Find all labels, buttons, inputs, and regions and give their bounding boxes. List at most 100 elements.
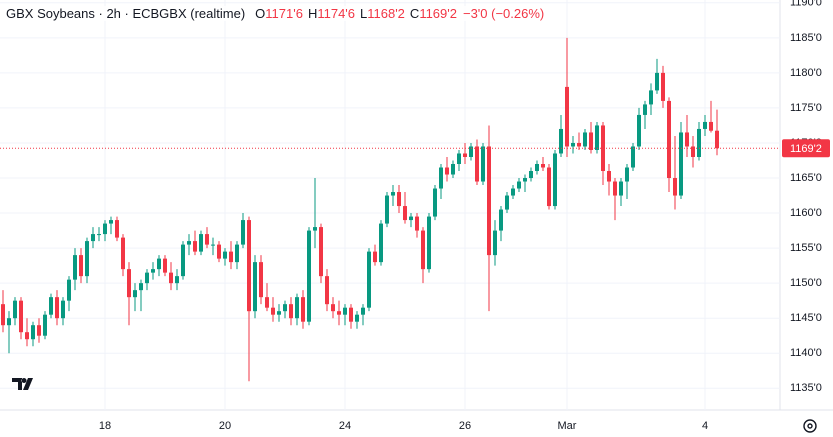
candle-body — [319, 227, 323, 277]
candle-body — [427, 216, 431, 270]
candle-body — [505, 195, 509, 210]
candle-body — [529, 171, 533, 179]
last-price-label: 1169'2 — [790, 143, 822, 155]
candle-body — [277, 311, 281, 315]
candle-body — [229, 251, 233, 263]
y-tick-label: 1185'0 — [790, 32, 822, 44]
candle-body — [175, 276, 179, 284]
candle-body — [475, 146, 479, 182]
y-tick-label: 1150'0 — [790, 277, 822, 289]
settings-icon[interactable] — [801, 417, 819, 435]
candle-body — [709, 121, 713, 131]
candle-body — [655, 72, 659, 91]
candle-body — [235, 244, 239, 263]
candle-body — [577, 142, 581, 147]
candle-body — [511, 188, 515, 196]
candle-body — [433, 188, 437, 217]
candle-body — [97, 234, 101, 236]
ohlc-item: O1171'6 — [255, 6, 303, 21]
y-tick-label: 1135'0 — [790, 382, 822, 394]
candle-body — [7, 318, 11, 326]
candle-body — [625, 167, 629, 182]
candle-body — [481, 146, 485, 182]
candle-body — [661, 72, 665, 101]
candle-body — [703, 121, 707, 129]
candle-body — [553, 153, 557, 207]
candle-body — [259, 262, 263, 298]
change: −3'0 (−0.26%) — [462, 6, 545, 21]
candle-body — [667, 100, 671, 179]
y-tick-label: 1155'0 — [790, 242, 822, 254]
candle-body — [127, 269, 131, 298]
candle-body — [355, 314, 359, 322]
candle-body — [373, 251, 377, 263]
x-tick-label: 18 — [99, 420, 111, 432]
candle-body — [157, 258, 161, 270]
ohlc-value: 1174'6 — [317, 6, 356, 21]
ohlc-item: H1174'6 — [308, 6, 355, 21]
candle-body — [187, 241, 191, 245]
candle-body — [109, 220, 113, 224]
candle-body — [337, 311, 341, 315]
candle-body — [289, 304, 293, 319]
candle-body — [463, 153, 467, 157]
candle-body — [37, 325, 41, 336]
candle-body — [697, 128, 701, 157]
candle-body — [493, 230, 497, 256]
candle-body — [397, 192, 401, 207]
y-tick-label: 1160'0 — [790, 207, 822, 219]
candle-body — [559, 128, 563, 154]
candle-body — [169, 272, 173, 284]
candle-body — [313, 227, 317, 231]
candle-body — [307, 230, 311, 322]
candle-body — [631, 146, 635, 168]
candle-body — [13, 300, 17, 319]
candle-body — [679, 132, 683, 196]
candle-body — [571, 142, 575, 147]
ohlc-value: 1169'2 — [419, 6, 457, 21]
candle-body — [103, 223, 107, 235]
candle-body — [151, 269, 155, 273]
legend: GBX Soybeans · 2h · ECBGBX (realtime) O1… — [6, 6, 545, 21]
candle-body — [271, 307, 275, 315]
candle-body — [193, 241, 197, 252]
candle-body — [115, 220, 119, 238]
candle-body — [73, 255, 77, 280]
candle-body — [451, 164, 455, 175]
ohlc-key: L — [360, 6, 368, 21]
candle-body — [379, 223, 383, 263]
x-tick-label: Mar — [558, 420, 577, 432]
candle-body — [619, 181, 623, 196]
candle-body — [637, 114, 641, 147]
candle-body — [253, 262, 257, 312]
candle-body — [91, 234, 95, 242]
symbol-title: GBX Soybeans · 2h · ECBGBX (realtime) — [6, 6, 246, 21]
candle-body — [469, 146, 473, 157]
candle-body — [385, 195, 389, 224]
candle-body — [55, 297, 59, 319]
x-tick-label: 26 — [459, 420, 471, 432]
candle-body — [583, 132, 587, 147]
y-tick-label: 1180'0 — [790, 67, 822, 79]
candle-body — [361, 307, 365, 315]
candle-body — [265, 297, 269, 308]
candle-body — [139, 283, 143, 291]
candle-body — [421, 230, 425, 270]
candle-body — [535, 164, 539, 172]
candle-body — [403, 206, 407, 221]
candle-body — [217, 244, 221, 259]
y-tick-label: 1165'0 — [790, 172, 822, 184]
y-tick-label: 1145'0 — [790, 312, 822, 324]
candle-body — [547, 167, 551, 207]
y-tick-label: 1190'0 — [790, 0, 822, 9]
ohlc-item: C1169'2 — [410, 6, 457, 21]
candle-body — [295, 297, 299, 319]
candle-body — [391, 192, 395, 196]
x-tick-label: 4 — [702, 420, 708, 432]
tv-logo[interactable] — [10, 372, 40, 394]
ohlc-key: C — [409, 6, 420, 21]
candle-body — [283, 304, 287, 312]
candle-body — [31, 325, 35, 340]
